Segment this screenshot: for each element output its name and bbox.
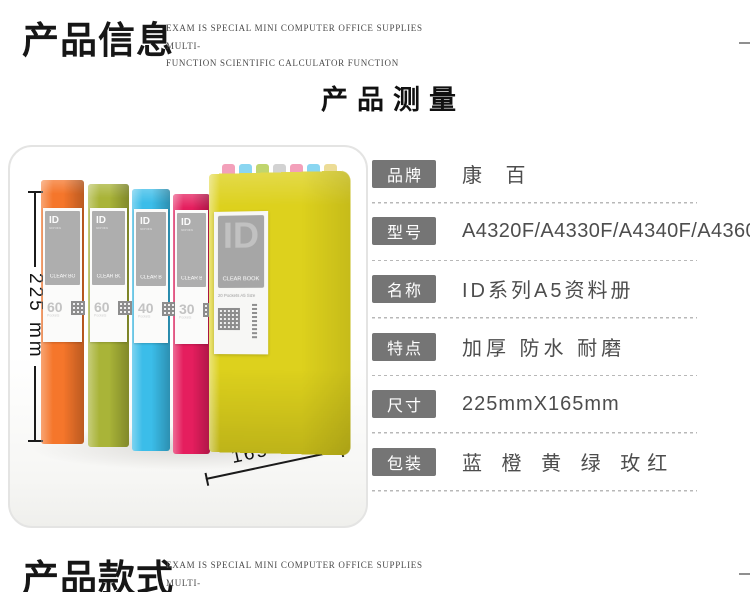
clear-book-text: CLEAR BOOK — [140, 274, 162, 281]
id-logo: ID — [140, 216, 150, 227]
pockets-text: Pockets — [179, 316, 192, 320]
front-cover-label: ID CLEAR BOOK 20 Pockets A5 Size — [213, 210, 269, 355]
spec-value: 蓝 橙 黄 绿 玫红 — [462, 453, 675, 476]
id-logo: ID — [181, 217, 191, 228]
spine-label: ID SERIES CLEAR BOOK 60 Pockets — [90, 208, 133, 342]
pockets-text: Pockets — [138, 315, 151, 319]
vertical-microtext — [252, 301, 258, 339]
spec-label: 特点 — [372, 332, 436, 361]
spec-label: 型号 — [372, 217, 436, 246]
id-logo: ID — [96, 215, 106, 226]
spine-label: ID SERIES CLEAR BOOK 30 Pockets — [175, 210, 218, 344]
front-label-bottom — [217, 301, 264, 339]
product-photo-panel: ID SERIES CLEAR BOOK 60 Pockets ID SERIE… — [8, 145, 368, 528]
pocket-count: 60 — [94, 299, 110, 315]
height-dimension-label: 225 mm — [25, 273, 46, 360]
id-logo-panel: ID SERIES CLEAR BOOK — [92, 211, 125, 285]
id-logo-panel: ID SERIES CLEAR BOOK — [136, 212, 166, 286]
folder-blue: ID SERIES CLEAR BOOK 40 Pockets — [132, 189, 177, 451]
pocket-count-row: 60 Pockets — [47, 299, 86, 320]
id-series-text: SERIES — [140, 228, 153, 232]
qr-code-icon — [217, 307, 240, 331]
clear-book-text: CLEAR BOOK — [181, 275, 202, 282]
spec-label: 品牌 — [372, 159, 436, 188]
clear-book-text: CLEAR BOOK — [222, 276, 260, 283]
id-logo-panel: ID SERIES CLEAR BOOK — [45, 211, 80, 285]
spec-row-model: 型号 A4320F/A4330F/A4340F/A4360F — [372, 204, 750, 262]
spec-value: ID系列A5资料册 — [462, 280, 634, 303]
pocket-count-row: 30 Pockets — [179, 301, 218, 322]
qr-code-icon — [162, 302, 177, 316]
spec-value: 225mmX165mm — [462, 392, 620, 415]
id-logo: ID — [222, 215, 260, 256]
section-title-product-measure: 产品测量 — [321, 85, 465, 115]
dashed-divider — [372, 374, 697, 377]
caption-line-1: EXAM IS SPECIAL MINI COMPUTER OFFICE SUP… — [166, 560, 423, 588]
spec-row-features: 特点 加厚 防水 耐磨 — [372, 319, 704, 377]
spec-label: 名称 — [372, 274, 436, 303]
dashed-divider — [372, 431, 697, 434]
folder-rose: ID SERIES CLEAR BOOK 30 Pockets — [173, 194, 218, 454]
header-english-caption: EXAM IS SPECIAL MINI COMPUTER OFFICE SUP… — [166, 20, 451, 73]
pocket-count: 40 — [138, 300, 154, 316]
id-series-text: SERIES — [96, 227, 109, 231]
pocket-count: 60 — [47, 299, 63, 315]
front-info-text: 20 Pockets A5 Size — [217, 293, 256, 299]
folder-orange: ID SERIES CLEAR BOOK 60 Pockets — [41, 180, 86, 444]
id-series-text: SERIES — [181, 229, 194, 233]
pockets-text: Pockets — [94, 314, 107, 318]
spec-row-name: 名称 ID系列A5资料册 — [372, 261, 704, 319]
spec-row-brand: 品牌 康 百 — [372, 146, 704, 204]
spec-table: 品牌 康 百 型号 A4320F/A4330F/A4340F/A4360F 名称… — [372, 146, 750, 492]
dashed-divider — [372, 259, 697, 262]
right-edge-dash — [739, 42, 750, 44]
section-title-product-styles: 产品款式 — [22, 559, 174, 592]
id-logo: ID — [49, 215, 59, 226]
clear-book-text: CLEAR BOOK — [49, 273, 76, 280]
pocket-count: 30 — [179, 301, 195, 317]
id-series-text: SERIES — [49, 227, 62, 231]
clear-book-text: CLEAR BOOK — [96, 273, 121, 280]
spine-label: ID SERIES CLEAR BOOK 40 Pockets — [134, 209, 177, 343]
spec-label: 包装 — [372, 447, 436, 476]
qr-code-icon — [118, 301, 133, 315]
folder-green: ID SERIES CLEAR BOOK 60 Pockets — [88, 184, 133, 447]
spec-value: 加厚 防水 耐磨 — [462, 338, 626, 361]
dimension-line — [34, 193, 36, 268]
spec-label: 尺寸 — [372, 390, 436, 419]
height-dimension-annotation: 225 mm — [20, 191, 50, 443]
spec-value: 康 百 — [462, 165, 535, 188]
spec-row-size: 尺寸 225mmX165mm — [372, 376, 704, 434]
right-edge-dash — [739, 573, 750, 575]
caption-line-2: FUNCTION SCIENTIFIC CALCULATOR FUNCTION — [166, 58, 399, 68]
id-logo-panel: ID SERIES CLEAR BOOK — [177, 213, 206, 287]
spec-value: A4320F/A4330F/A4340F/A4360F — [462, 219, 750, 242]
folder-yellow-front: ID CLEAR BOOK 20 Pockets A5 Size — [209, 170, 351, 456]
dimension-tick — [27, 191, 43, 193]
qr-code-icon — [71, 301, 86, 315]
dimension-tick — [27, 440, 43, 443]
dashed-divider — [372, 316, 697, 319]
pocket-count-row: 60 Pockets — [94, 299, 133, 320]
id-logo-panel: ID CLEAR BOOK — [217, 215, 265, 288]
pocket-count-row: 40 Pockets — [138, 300, 177, 321]
spec-row-packaging: 包装 蓝 橙 黄 绿 玫红 — [372, 434, 704, 492]
caption-line-1: EXAM IS SPECIAL MINI COMPUTER OFFICE SUP… — [166, 23, 423, 51]
footer-english-caption: EXAM IS SPECIAL MINI COMPUTER OFFICE SUP… — [166, 557, 451, 592]
pockets-text: Pockets — [47, 314, 60, 318]
spine-label: ID SERIES CLEAR BOOK 60 Pockets — [43, 208, 86, 342]
section-title-product-info: 产品信息 — [22, 21, 174, 62]
dimension-line — [34, 365, 36, 441]
dashed-divider — [372, 201, 697, 204]
dashed-divider — [372, 489, 697, 492]
